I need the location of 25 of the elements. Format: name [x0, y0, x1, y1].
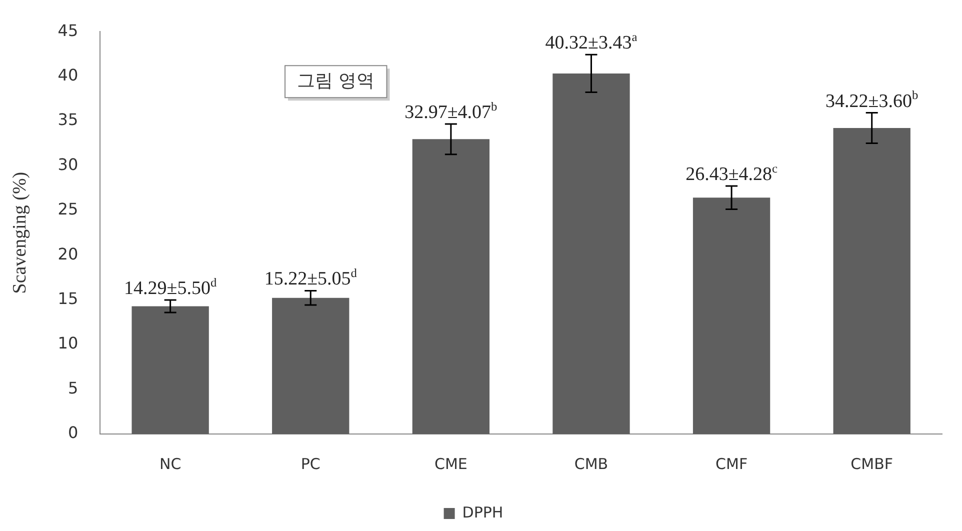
y-tick-label: 45	[58, 20, 78, 40]
legend-label: DPPH	[462, 503, 504, 522]
x-tick-label: CME	[434, 454, 468, 473]
y-tick-label: 25	[58, 200, 78, 219]
y-tick-label: 15	[58, 289, 78, 308]
bar	[833, 128, 910, 434]
y-tick-label: 40	[58, 65, 78, 84]
bar	[552, 73, 630, 434]
y-tick-label: 35	[58, 110, 78, 130]
y-tick-label: 20	[58, 244, 78, 264]
y-tick-label: 5	[68, 378, 78, 398]
x-tick-label: NC	[159, 454, 182, 473]
bar	[132, 306, 209, 434]
x-tick-label: CMBF	[850, 454, 894, 473]
y-tick-label: 30	[58, 154, 78, 174]
annotation: 그림 영역	[297, 70, 375, 92]
bar	[412, 139, 490, 434]
bar	[692, 198, 770, 434]
x-tick-label: CMF	[716, 454, 748, 473]
y-tick-label: 10	[58, 334, 78, 353]
x-tick-label: PC	[300, 454, 320, 473]
y-axis-title: Scavenging (%)	[9, 172, 30, 294]
y-tick-label: 0	[68, 423, 78, 442]
x-tick-label: CMB	[574, 454, 608, 473]
bar	[272, 298, 350, 434]
